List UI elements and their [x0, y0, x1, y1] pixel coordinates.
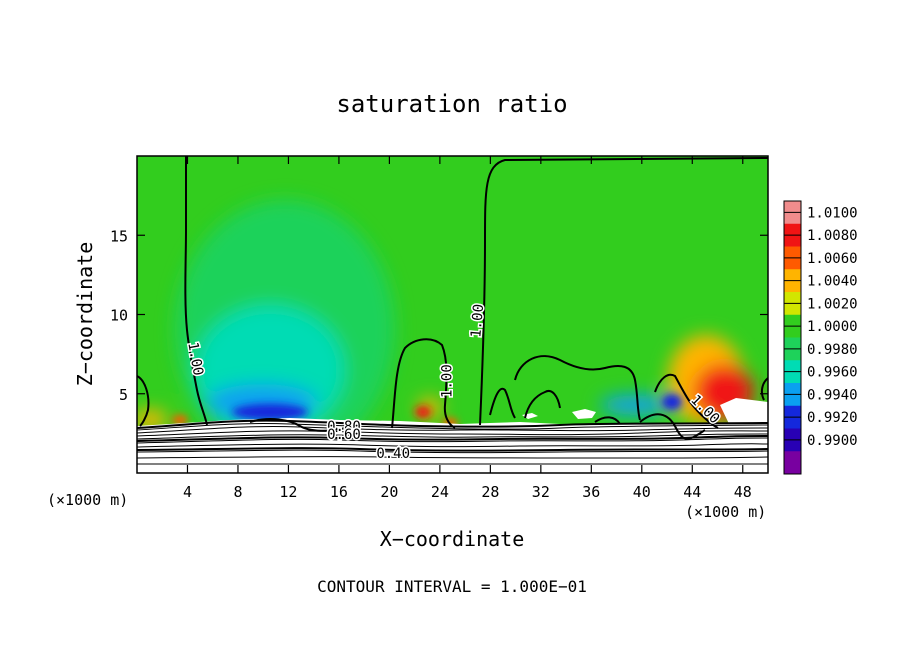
colorbar-level-6: 0.9980 — [807, 342, 858, 358]
zone-4 — [600, 395, 670, 415]
field-layer: 1.001.001.001.000.800.600.40 — [137, 156, 768, 473]
contour-3 — [137, 430, 768, 437]
white-patch-2 — [572, 409, 596, 419]
colorbar-band-11 — [784, 451, 801, 475]
colorbar-level-0: 1.0100 — [807, 205, 858, 221]
x-tick-label-12: 12 — [279, 483, 297, 501]
unity-contour-3 — [391, 338, 456, 429]
chart-title: saturation ratio — [336, 90, 567, 118]
colorbar-level-5: 1.0000 — [807, 319, 858, 335]
x-axis-label: X−coordinate — [380, 527, 525, 551]
x-tick-label-44: 44 — [683, 483, 701, 501]
unity-contour-10 — [760, 377, 768, 401]
unity-contour-9 — [654, 373, 719, 429]
contour-label-2: 1.00 — [468, 303, 487, 338]
detail-4 — [415, 406, 431, 418]
colorbar-level-4: 1.0020 — [807, 296, 858, 312]
x-unit-right: (×1000 m) — [685, 503, 766, 521]
contour-1 — [137, 423, 768, 431]
colorbar: 1.0100 1.0080 1.0060 1.0040 1.0020 1.0000 0.99… — [783, 200, 858, 475]
colorbar-level-3: 1.0040 — [807, 274, 858, 290]
colorbar-level-1: 1.0080 — [807, 228, 858, 244]
y-axis-label: Z−coordinate — [73, 242, 97, 387]
x-tick-label-40: 40 — [633, 483, 651, 501]
contour-bold-2 — [137, 435, 768, 442]
unity-contour-2 — [137, 375, 150, 427]
unity-contour-7 — [524, 390, 561, 419]
contour-8 — [137, 456, 768, 459]
x-tick-label-16: 16 — [330, 483, 348, 501]
contour-label-6: 0.40 — [376, 446, 410, 462]
colorbar-level-8: 0.9940 — [807, 387, 858, 403]
surface-region — [137, 418, 768, 473]
y-tick-label-5: 5 — [119, 386, 128, 404]
y-tick-label-15: 15 — [110, 227, 128, 245]
contour-label-5: 0.60 — [327, 427, 361, 443]
colorbar-level-7: 0.9960 — [807, 365, 858, 381]
contour-6 — [137, 443, 768, 448]
x-tick-label-8: 8 — [233, 483, 242, 501]
contour-bold-4 — [249, 418, 346, 432]
unity-contours — [137, 156, 768, 429]
contour-2 — [137, 426, 768, 434]
contour-label-1: 1.00 — [439, 364, 455, 398]
unity-contour-4 — [479, 157, 768, 426]
shading-zones — [137, 200, 754, 460]
colorbar-level-10: 0.9900 — [807, 433, 858, 449]
x-tick-label-36: 36 — [582, 483, 600, 501]
contour-bold-3 — [137, 447, 768, 452]
colorbar-level-2: 1.0060 — [807, 251, 858, 267]
x-tick-label-20: 20 — [380, 483, 398, 501]
x-axis-ticks: 4 8 12 16 20 24 28 32 36 40 44 48 — [183, 156, 752, 501]
unity-contour-1 — [184, 156, 208, 426]
y-tick-label-10: 10 — [110, 307, 128, 325]
white-patch-1 — [720, 398, 768, 426]
unity-contour-5 — [489, 387, 516, 419]
colorbar-frame — [783, 200, 802, 475]
x-unit-left: (×1000 m) — [47, 491, 128, 509]
contour-bold-5 — [639, 413, 706, 440]
detail-3 — [172, 415, 188, 425]
unity-contour-8 — [594, 416, 621, 425]
detail-2 — [662, 394, 682, 410]
x-tick-label-48: 48 — [734, 483, 752, 501]
x-tick-label-32: 32 — [532, 483, 550, 501]
x-tick-label-28: 28 — [481, 483, 499, 501]
contour-interval-footer: CONTOUR INTERVAL = 1.000E−01 — [317, 577, 587, 596]
unity-contour-6 — [514, 355, 641, 421]
contour-7 — [137, 449, 768, 454]
y-axis-ticks: 5 10 15 — [110, 227, 768, 404]
x-tick-label-24: 24 — [431, 483, 449, 501]
contour-5 — [137, 437, 768, 444]
detail-1 — [232, 404, 308, 420]
x-tick-label-4: 4 — [183, 483, 192, 501]
contour-label-4: 0.80 — [327, 419, 361, 435]
colorbar-level-9: 0.9920 — [807, 410, 858, 426]
